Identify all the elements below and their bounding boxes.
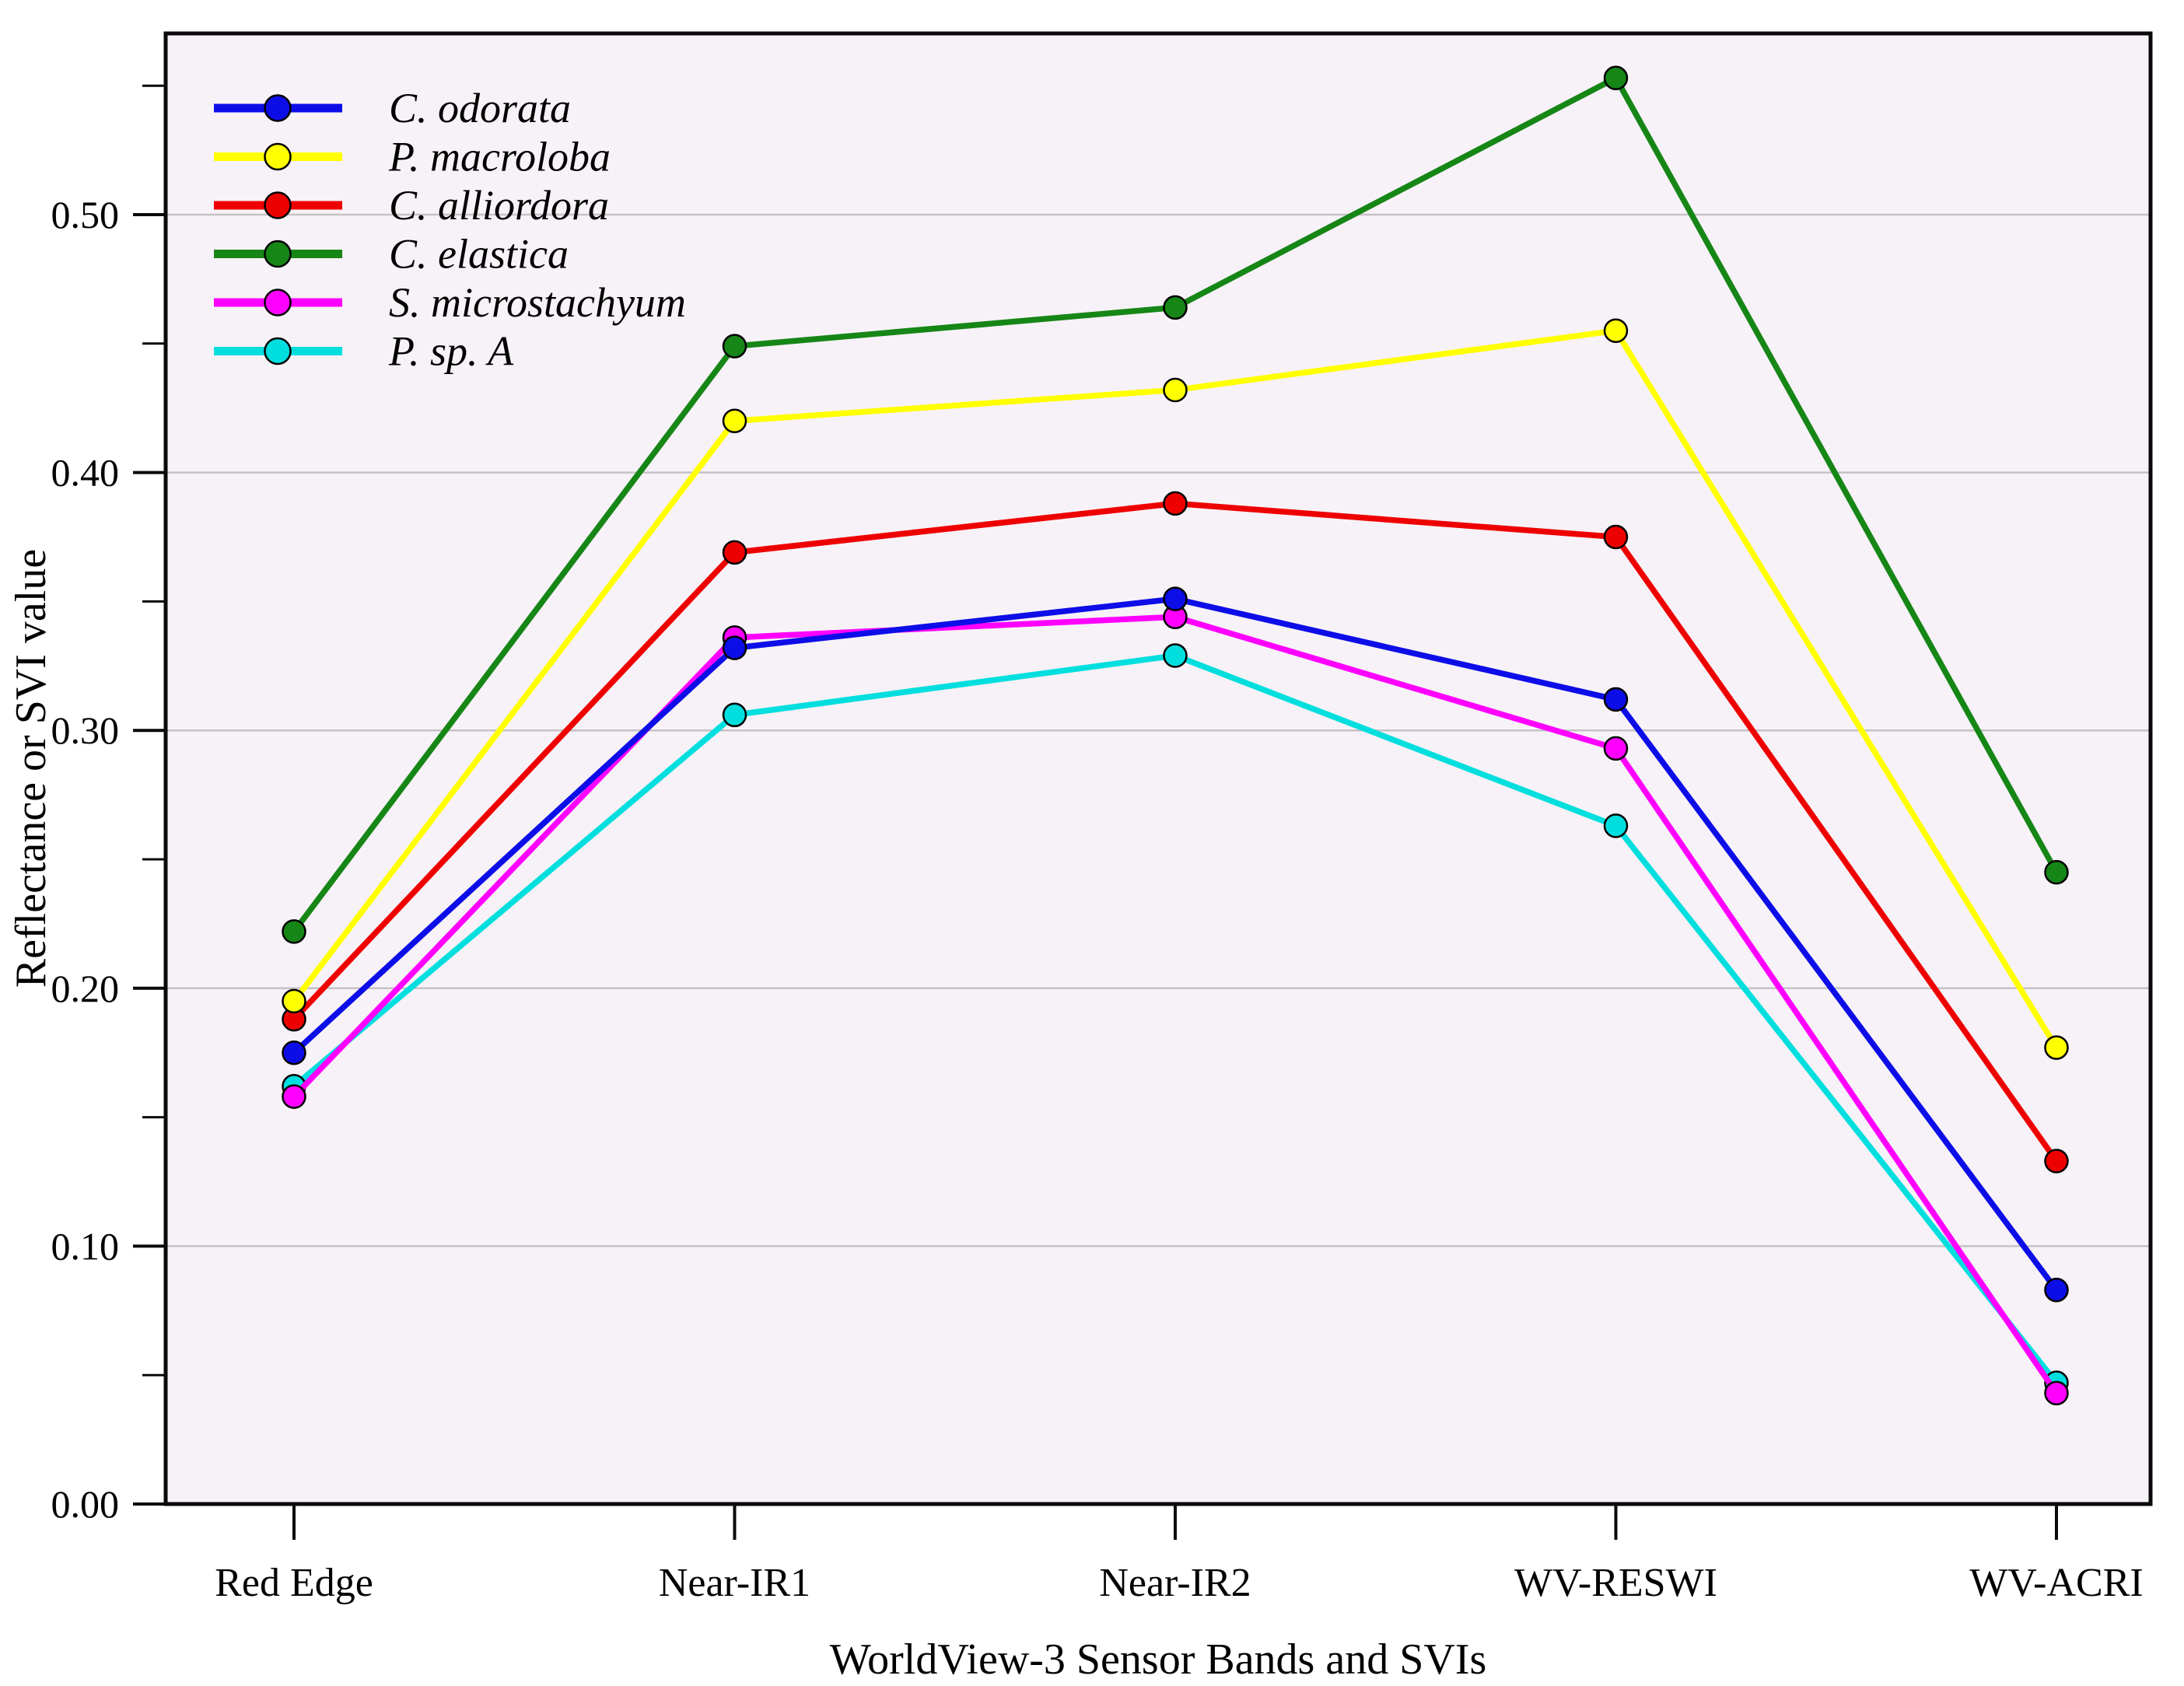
legend-item-c-elastica: C. elastica [214, 231, 569, 278]
legend-item-c-odorata: C. odorata [214, 85, 571, 131]
ticks-group [133, 84, 2058, 1540]
legend-item-c-alliordora: C. alliordora [214, 182, 609, 229]
legend-item-s-microstachyum: S. microstachyum [214, 279, 686, 326]
legend-item-p-macroloba: P. macroloba [214, 134, 611, 180]
data-point-p-macroloba [1163, 377, 1188, 403]
x-tick-label: WV-ACRI [1969, 1561, 2143, 1605]
x-axis-title: WorldView-3 Sensor Bands and SVIs [830, 1635, 1486, 1684]
data-point-c-alliordora [1163, 491, 1188, 516]
data-point-p-macroloba [1603, 318, 1629, 343]
legend-marker-c-elastica [264, 240, 292, 268]
legend-marker-s-microstachyum [264, 289, 292, 317]
data-point-s-microstachyum [282, 1084, 306, 1109]
data-point-p-macroloba [2044, 1035, 2069, 1060]
data-point-s-microstachyum [2044, 1380, 2069, 1406]
data-point-c-odorata [1163, 586, 1188, 611]
series-c-elastica [282, 65, 2069, 944]
tick-labels-group: 0.00 0.10 0.20 0.30 0.40 0.50 Red Edge Near-IR1… [51, 193, 2144, 1605]
data-point-c-elastica [722, 334, 747, 359]
y-tick-label: 0.00 [51, 1482, 120, 1526]
legend-label-s-microstachyum: S. microstachyum [389, 279, 686, 326]
data-point-c-elastica [282, 919, 306, 944]
legend-label-c-elastica: C. elastica [389, 231, 569, 278]
series-group [282, 65, 2069, 1406]
x-tick-label: WV-RESWI [1514, 1561, 1717, 1605]
data-point-p-sp-a [722, 702, 747, 728]
legend-label-c-alliordora: C. alliordora [389, 182, 609, 229]
y-tick-label: 0.20 [51, 967, 120, 1010]
legend-marker-p-macroloba [264, 142, 292, 171]
legend-marker-c-alliordora [264, 191, 292, 219]
data-point-c-alliordora [1603, 524, 1629, 550]
series-c-alliordora [282, 491, 2069, 1174]
data-point-c-alliordora [722, 540, 747, 565]
data-point-s-microstachyum [1603, 736, 1629, 761]
legend-marker-c-odorata [264, 94, 292, 122]
y-tick-label: 0.10 [51, 1224, 120, 1268]
data-point-p-sp-a [1163, 643, 1188, 668]
plot-frame [163, 31, 2153, 1506]
legend-label-p-sp-a: P. sp. A [388, 328, 514, 375]
data-point-c-odorata [282, 1040, 306, 1065]
data-point-c-elastica [2044, 859, 2069, 885]
x-tick-label: Red Edge [215, 1561, 373, 1605]
legend-marker-p-sp-a [264, 337, 292, 366]
series-c-odorata [282, 586, 2069, 1303]
legend-item-p-sp-a: P. sp. A [214, 328, 514, 375]
y-tick-label: 0.40 [51, 451, 120, 495]
series-p-macroloba [282, 318, 2069, 1060]
legend-label-p-macroloba: P. macroloba [388, 134, 611, 180]
data-point-c-odorata [1603, 687, 1629, 712]
x-tick-label: Near-IR1 [659, 1561, 810, 1605]
data-point-c-odorata [2044, 1278, 2069, 1303]
data-point-p-macroloba [282, 988, 306, 1014]
data-point-p-sp-a [1603, 813, 1629, 838]
x-tick-label: Near-IR2 [1099, 1561, 1251, 1605]
data-point-p-macroloba [722, 408, 747, 434]
data-point-c-odorata [722, 635, 747, 660]
data-point-c-elastica [1163, 295, 1188, 320]
plot-background [166, 33, 2151, 1504]
y-tick-label: 0.30 [51, 708, 120, 752]
y-axis-title: Reflectance or SVI value [7, 549, 55, 988]
data-point-c-elastica [1603, 65, 1629, 91]
y-tick-label: 0.50 [51, 193, 120, 236]
legend-label-c-odorata: C. odorata [389, 85, 571, 131]
data-point-c-alliordora [2044, 1149, 2069, 1174]
